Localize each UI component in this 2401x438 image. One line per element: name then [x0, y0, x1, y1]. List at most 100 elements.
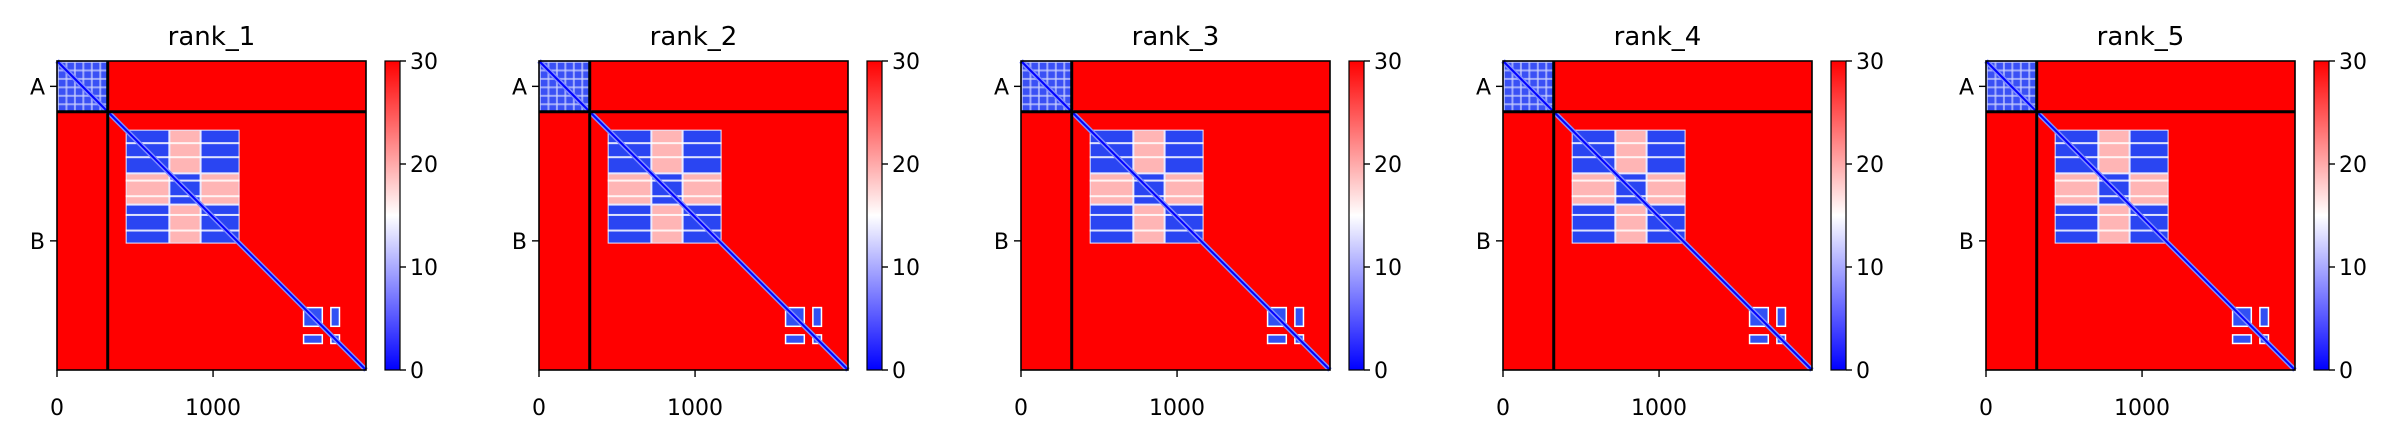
heatmap-texture	[1089, 156, 1204, 159]
colorbar	[1830, 60, 1847, 371]
x-tick-label: 0	[1979, 396, 1993, 421]
colorbar-tick-label: 20	[1856, 153, 1884, 178]
plot-frame	[56, 60, 367, 371]
colorbar-tick-label: 30	[892, 50, 920, 75]
heatmap-small-domain-block	[784, 334, 806, 345]
heatmap-texture	[1089, 195, 1204, 198]
plot-frame	[538, 60, 849, 371]
heatmap-texture	[1021, 94, 1072, 97]
x-tick-label: 0	[50, 396, 64, 421]
heatmap-domain-block	[1134, 130, 1164, 173]
heatmap-texture	[57, 94, 108, 97]
heatmap-domain-block	[1647, 130, 1685, 173]
heatmap-texture	[125, 156, 240, 159]
x-tick-label: 1000	[667, 396, 723, 421]
y-tick-label-chain-b: B	[512, 230, 527, 255]
heatmap-domain-block	[2099, 130, 2129, 173]
colorbar-tick-label: 10	[1856, 256, 1884, 281]
plot-frame	[1502, 60, 1813, 371]
heatmap-domain-block	[1616, 205, 1646, 243]
heatmap-domain-block	[170, 205, 200, 243]
plot-frame	[1985, 60, 2296, 371]
heatmap-domain-block	[2130, 174, 2168, 204]
colorbar-tick-label: 0	[1374, 359, 1388, 384]
heatmap-texture	[1571, 142, 1686, 145]
x-tick-label: 1000	[185, 396, 241, 421]
x-tick-label: 0	[532, 396, 546, 421]
heatmap-texture	[2054, 229, 2169, 232]
heatmap-domain-block	[1165, 174, 1203, 204]
colorbar-tick-label: 0	[892, 359, 906, 384]
y-tick-label-chain-a: A	[994, 75, 1009, 100]
colorbar	[2313, 60, 2330, 371]
heatmap-texture	[1089, 179, 1204, 182]
heatmap-small-domain-block	[1776, 306, 1787, 328]
heatmap-texture	[125, 179, 240, 182]
heatmap-texture	[2028, 61, 2031, 112]
heatmap-texture	[1503, 103, 1554, 106]
y-tick-label-chain-a: A	[30, 75, 45, 100]
heatmap-texture	[2054, 213, 2169, 216]
colorbar-tick-label: 30	[1856, 50, 1884, 75]
heatmap-texture	[1986, 103, 2037, 106]
heatmap-small-domain-block	[1266, 334, 1288, 345]
heatmap-panel-5: rank_5 A B 0 1000 0 10 20 30	[1959, 22, 2367, 421]
heatmap-texture	[2019, 61, 2022, 112]
heatmap-domain-block	[1647, 174, 1685, 204]
colorbar-tick-label: 20	[410, 153, 438, 178]
x-tick-label: 0	[1496, 396, 1510, 421]
heatmap-texture	[2054, 142, 2169, 145]
colorbar	[384, 60, 401, 371]
y-tick-label-chain-b: B	[30, 230, 45, 255]
heatmap-domain-block	[170, 130, 200, 173]
heatmap-panel-4: rank_4 A B 0 1000 0 10 20 30	[1476, 22, 1884, 421]
colorbar-tick-label: 0	[410, 359, 424, 384]
colorbar-tick-label: 20	[1374, 153, 1402, 178]
heatmap-domain-block	[1572, 174, 1615, 204]
heatmap-texture	[1571, 179, 1686, 182]
heatmap-small-domain-block	[330, 306, 341, 328]
panel-title: rank_2	[650, 22, 738, 52]
colorbar	[866, 60, 883, 371]
heatmap-texture	[1545, 61, 1548, 112]
heatmap-domain-block	[2055, 205, 2098, 243]
colorbar-tick-label: 0	[2339, 359, 2353, 384]
heatmap-texture	[1021, 103, 1072, 106]
heatmap-domain-block	[1090, 205, 1133, 243]
heatmap-texture	[125, 229, 240, 232]
colorbar-tick-label: 30	[2339, 50, 2367, 75]
heatmap-domain-block	[201, 174, 239, 204]
x-tick-label: 1000	[1631, 396, 1687, 421]
heatmap-domain-block	[683, 130, 721, 173]
heatmap-texture	[607, 229, 722, 232]
heatmap-domain-block	[652, 130, 682, 173]
heatmap-domain-block	[608, 205, 651, 243]
heatmap-small-domain-block	[812, 306, 823, 328]
heatmap-texture	[125, 195, 240, 198]
heatmap-texture	[539, 103, 590, 106]
heatmap-domain-block	[1572, 205, 1615, 243]
colorbar-tick-label: 20	[892, 153, 920, 178]
colorbar-tick-label: 30	[1374, 50, 1402, 75]
heatmap-texture	[90, 61, 93, 112]
heatmap-domain-block	[683, 174, 721, 204]
heatmap-texture	[2054, 156, 2169, 159]
heatmap-panel-2: rank_2 A B 0 1000 0 10 20 30	[512, 22, 920, 421]
heatmap-texture	[1089, 142, 1204, 145]
heatmap-texture	[1063, 61, 1066, 112]
colorbar-tick-label: 0	[1856, 359, 1870, 384]
panel-title: rank_1	[168, 22, 256, 52]
heatmap-domain-block	[608, 174, 651, 204]
colorbar-tick-label: 10	[892, 256, 920, 281]
plot-frame	[1020, 60, 1331, 371]
x-tick-label: 0	[1014, 396, 1028, 421]
heatmap-texture	[1571, 229, 1686, 232]
heatmap-texture	[1089, 229, 1204, 232]
heatmap-domain-block	[652, 205, 682, 243]
colorbar-tick-label: 20	[2339, 153, 2367, 178]
heatmap-small-domain-block	[302, 334, 324, 345]
heatmap-domain-block	[2055, 174, 2098, 204]
x-tick-label: 1000	[2114, 396, 2170, 421]
heatmap-texture	[581, 61, 584, 112]
heatmap-texture	[99, 61, 102, 112]
